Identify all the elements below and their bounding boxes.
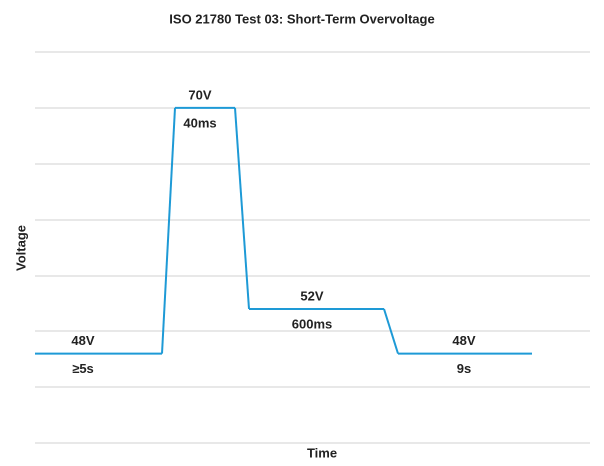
value-label: 52V <box>300 288 323 303</box>
value-label: 48V <box>452 333 475 348</box>
grid <box>35 51 590 444</box>
duration-label: 600ms <box>292 316 332 331</box>
ramp <box>161 107 176 354</box>
ramp <box>234 107 250 310</box>
duration-label: 40ms <box>183 115 216 130</box>
chart-title: ISO 21780 Test 03: Short-Term Overvoltag… <box>169 11 434 26</box>
x-axis-label: Time <box>307 445 337 460</box>
value-label: 70V <box>188 87 211 102</box>
ramp <box>383 308 399 354</box>
y-axis-label: Voltage <box>13 225 28 271</box>
duration-label: 9s <box>457 361 471 376</box>
duration-label: ≥5s <box>72 361 94 376</box>
value-label: 48V <box>71 333 94 348</box>
